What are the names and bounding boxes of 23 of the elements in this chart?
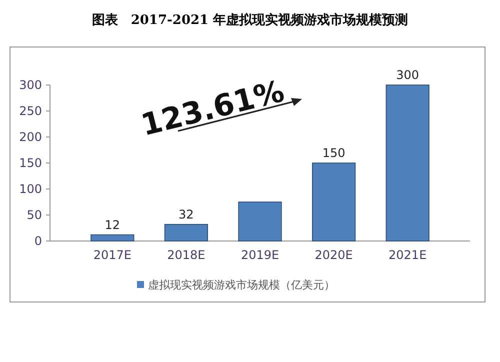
- y-tick-label: 150: [19, 156, 42, 170]
- data-label: 300: [396, 68, 420, 82]
- x-tick-label: 2017E: [93, 248, 132, 262]
- y-tick-label: 50: [26, 208, 42, 222]
- x-tick-label: 2019E: [240, 248, 280, 262]
- y-tick-label: 200: [19, 130, 42, 144]
- y-tick-label: 100: [19, 182, 42, 196]
- x-tick-label: 2020E: [314, 248, 353, 262]
- bar: [164, 224, 208, 242]
- bar: [312, 162, 356, 242]
- bar: [238, 202, 282, 242]
- x-tick-label: 2021E: [388, 248, 427, 262]
- y-tick-label: 250: [19, 104, 42, 118]
- y-tick-label: 300: [19, 78, 42, 92]
- data-label: 32: [178, 207, 194, 222]
- legend-label: 虚拟现实视频游戏市场规模（亿美元）: [148, 278, 335, 292]
- data-label: 150: [322, 146, 346, 160]
- bar: [90, 234, 134, 242]
- bar: [386, 84, 430, 242]
- y-tick-label: 0: [34, 234, 42, 248]
- data-label: 12: [104, 218, 120, 232]
- x-tick-label: 2018E: [167, 248, 206, 262]
- chart-title: 图表 2017-2021 年虚拟现实视频游戏市场规模预测: [92, 12, 408, 28]
